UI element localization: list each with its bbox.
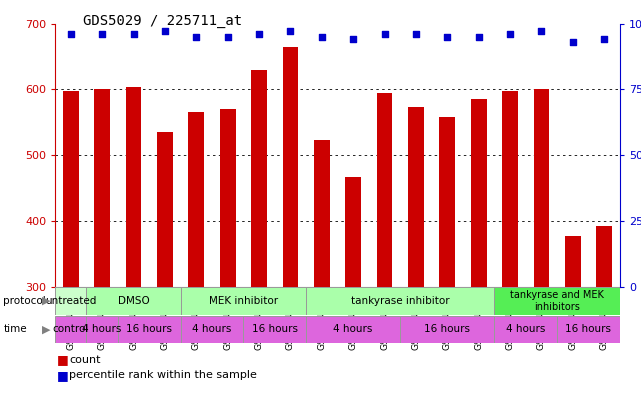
Bar	[494, 316, 557, 343]
Point	[317, 33, 327, 40]
Text: DMSO: DMSO	[118, 296, 149, 306]
Point	[411, 31, 421, 37]
Point	[160, 28, 170, 35]
Bar	[63, 92, 79, 287]
Text: percentile rank within the sample: percentile rank within the sample	[69, 370, 257, 380]
Bar	[118, 316, 181, 343]
Bar	[55, 287, 87, 315]
Text: 4 hours: 4 hours	[333, 324, 373, 334]
Bar	[55, 316, 87, 343]
Bar	[471, 99, 487, 287]
Bar	[377, 93, 392, 287]
Bar	[251, 70, 267, 287]
Bar	[181, 287, 306, 315]
Point	[537, 28, 547, 35]
Point	[348, 36, 358, 42]
Point	[379, 31, 390, 37]
Bar	[94, 89, 110, 287]
Bar	[400, 316, 494, 343]
Point	[97, 31, 107, 37]
Text: protocol: protocol	[3, 296, 46, 306]
Text: control: control	[53, 324, 89, 334]
Text: 4 hours: 4 hours	[192, 324, 231, 334]
Bar	[283, 47, 298, 287]
Text: 16 hours: 16 hours	[424, 324, 470, 334]
Text: count: count	[69, 354, 101, 365]
Bar	[440, 117, 455, 287]
Bar	[87, 316, 118, 343]
Bar	[181, 316, 244, 343]
Text: tankyrase inhibitor: tankyrase inhibitor	[351, 296, 449, 306]
Text: ■: ■	[56, 369, 68, 382]
Bar	[494, 287, 620, 315]
Text: ▶: ▶	[42, 296, 51, 306]
Text: 4 hours: 4 hours	[506, 324, 545, 334]
Bar	[408, 107, 424, 287]
Point	[599, 36, 610, 42]
Bar	[220, 109, 235, 287]
Text: 16 hours: 16 hours	[252, 324, 297, 334]
Text: tankyrase and MEK
inhibitors: tankyrase and MEK inhibitors	[510, 290, 604, 312]
Bar	[126, 87, 142, 287]
Point	[474, 33, 484, 40]
Point	[65, 31, 76, 37]
Bar	[533, 89, 549, 287]
Text: ▶: ▶	[42, 324, 51, 334]
Bar	[188, 112, 204, 287]
Bar	[557, 316, 620, 343]
Bar	[502, 91, 518, 287]
Bar	[306, 316, 400, 343]
Text: 4 hours: 4 hours	[83, 324, 122, 334]
Point	[505, 31, 515, 37]
Bar	[87, 287, 181, 315]
Bar	[244, 316, 306, 343]
Bar	[596, 226, 612, 287]
Text: 16 hours: 16 hours	[565, 324, 612, 334]
Bar	[345, 177, 361, 287]
Text: time: time	[3, 324, 27, 334]
Text: MEK inhibitor: MEK inhibitor	[209, 296, 278, 306]
Bar	[157, 132, 173, 287]
Point	[128, 31, 138, 37]
Text: untreated: untreated	[45, 296, 97, 306]
Text: 16 hours: 16 hours	[126, 324, 172, 334]
Point	[568, 39, 578, 45]
Text: ■: ■	[56, 353, 68, 366]
Point	[442, 33, 453, 40]
Point	[191, 33, 201, 40]
Bar	[306, 287, 494, 315]
Text: GDS5029 / 225711_at: GDS5029 / 225711_at	[83, 14, 242, 28]
Bar	[314, 140, 329, 287]
Bar	[565, 235, 581, 287]
Point	[222, 33, 233, 40]
Point	[254, 31, 264, 37]
Point	[285, 28, 296, 35]
